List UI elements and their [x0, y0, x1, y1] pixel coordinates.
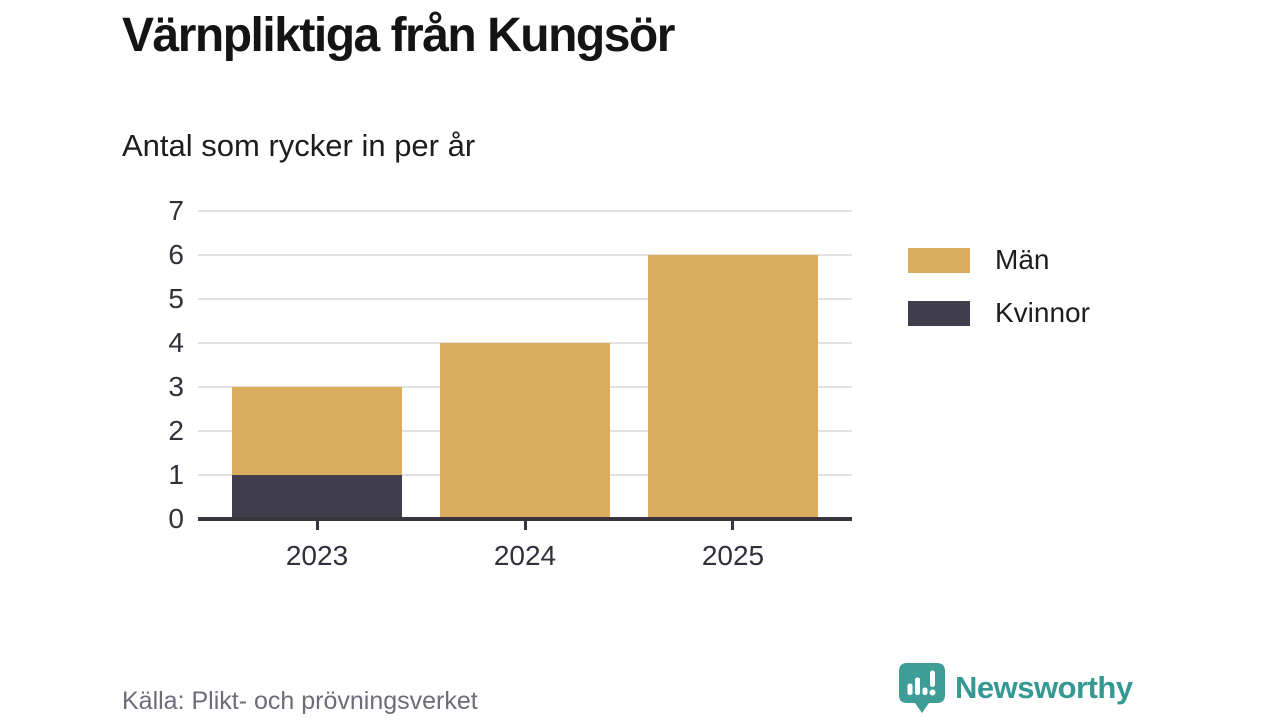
- x-axis-tick: [315, 521, 319, 530]
- chart-title: Värnpliktiga från Kungsör: [122, 9, 675, 62]
- y-axis-tick-label: 2: [168, 415, 184, 446]
- x-axis-line: [198, 517, 852, 521]
- source-text: Källa: Plikt- och prövningsverket: [122, 687, 478, 715]
- legend-label-kvinnor: Kvinnor: [995, 297, 1090, 328]
- gridline: [198, 210, 852, 212]
- legend-item-kvinnor: Kvinnor: [908, 297, 1090, 329]
- bar-segment-män-2023: [232, 387, 403, 475]
- y-axis-tick-label: 0: [168, 503, 184, 534]
- bar-segment-män-2024: [440, 343, 610, 519]
- x-axis-tick: [523, 521, 527, 530]
- x-axis-tick-label: 2023: [285, 540, 349, 571]
- y-axis-tick-label: 5: [168, 283, 184, 314]
- newsworthy-icon: [899, 663, 945, 713]
- legend-swatch-kvinnor: [908, 300, 970, 326]
- y-axis-tick-label: 4: [168, 327, 184, 358]
- brand-logo: Newsworthy: [898, 660, 1133, 716]
- x-axis-tick: [731, 521, 735, 530]
- bar-segment-män-2025: [647, 255, 818, 519]
- x-axis-tick-label: 2024: [493, 540, 557, 571]
- gridline: [198, 254, 852, 256]
- legend-label-man: Män: [995, 244, 1050, 275]
- y-axis-tick-label: 7: [168, 195, 184, 226]
- bar-segment-kvinnor-2023: [232, 475, 403, 519]
- y-axis-tick-label: 6: [168, 239, 184, 270]
- gridline: [198, 298, 852, 300]
- legend-item-man: Män: [908, 244, 1090, 276]
- legend-swatch-man: [908, 247, 970, 273]
- y-axis-tick-label: 1: [168, 459, 184, 490]
- chart-subtitle: Antal som rycker in per år: [122, 128, 476, 163]
- brand-name: Newsworthy: [955, 670, 1133, 705]
- x-axis-tick-label: 2025: [701, 540, 765, 571]
- y-axis-tick-label: 3: [168, 371, 184, 402]
- legend: Män Kvinnor: [908, 244, 1090, 329]
